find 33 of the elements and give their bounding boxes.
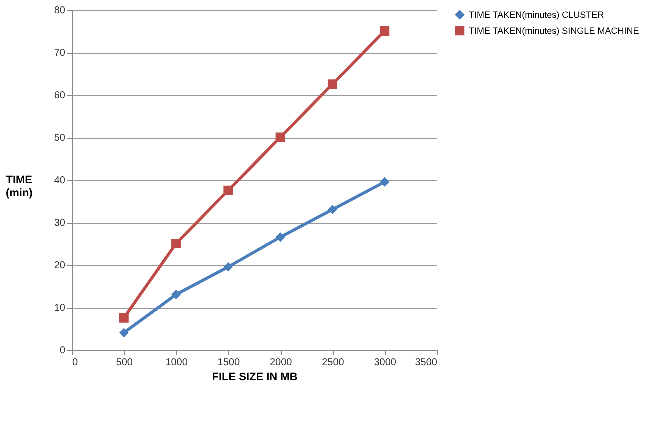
x-tick-label: 2000 — [270, 358, 293, 368]
y-tick-label: 60 — [54, 90, 66, 102]
y-tick-label: 20 — [54, 260, 66, 272]
x-tick-label: 3000 — [374, 358, 397, 368]
x-tick-label: 0 — [72, 358, 78, 368]
y-tick-label: 70 — [54, 48, 66, 59]
y-tick-label: 30 — [54, 218, 66, 229]
point — [119, 328, 129, 338]
legend-label: TIME TAKEN(minutes) CLUSTER — [469, 10, 605, 20]
y-tick-label: 40 — [54, 176, 66, 186]
point — [380, 26, 390, 36]
point — [172, 239, 182, 248]
legend-label: TIME TAKEN(minutes) SINGLE MACHINE — [469, 26, 640, 36]
x-tick-label: 1500 — [218, 358, 240, 368]
point — [224, 262, 234, 272]
y-tick-label: 80 — [54, 6, 66, 16]
x-tick-label: 3500 — [415, 358, 438, 368]
x-tick-label: 1000 — [166, 358, 188, 368]
point — [380, 177, 390, 187]
point — [276, 232, 286, 242]
point — [119, 313, 129, 323]
point — [328, 80, 338, 90]
point — [276, 132, 286, 142]
y-axis-title: TIME (min) — [6, 174, 34, 200]
x-tick-label: 2500 — [322, 358, 345, 368]
y-tick-label: 0 — [60, 346, 66, 356]
y-tick-label: 50 — [54, 133, 66, 144]
y-tick-label: 10 — [54, 303, 66, 314]
point — [172, 290, 182, 300]
point — [224, 186, 234, 196]
x-tick-label: 500 — [116, 358, 134, 368]
x-axis-title: FILE SIZE IN MB — [212, 372, 298, 384]
point — [328, 205, 338, 214]
